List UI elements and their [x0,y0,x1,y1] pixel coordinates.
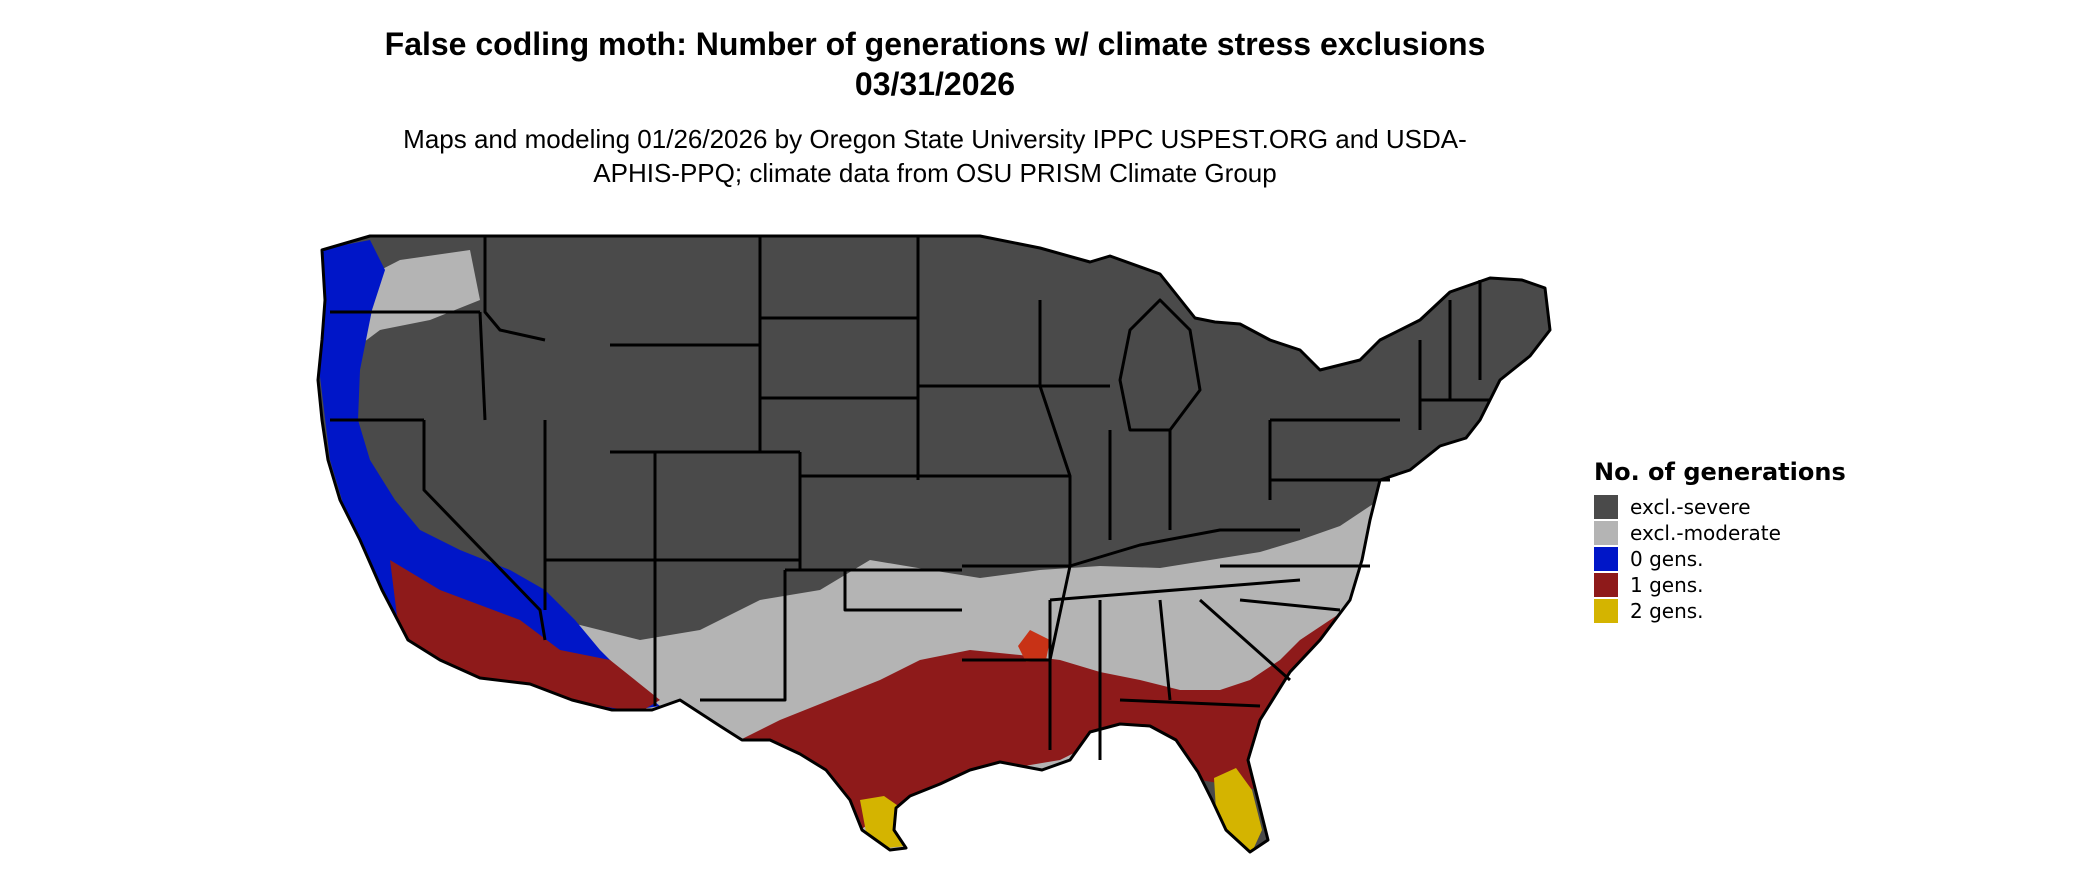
border-ok-tx [843,570,962,612]
legend-label: 1 gens. [1630,573,1704,597]
us-outline [316,234,1552,854]
legend-item: excl.-moderate [1594,520,1874,546]
border-al-ga [1158,599,1172,701]
legend-label: 0 gens. [1630,547,1704,571]
border-id-mt [483,236,546,342]
border-mi-lower [1118,298,1202,432]
legend-item: 2 gens. [1594,598,1874,624]
legend: No. of generations excl.-severe excl.-mo… [1594,458,1874,624]
legend-swatch [1594,547,1618,571]
border-id-west [478,311,487,421]
legend-swatch [1594,521,1618,545]
zone-two-gens-florida [1214,768,1262,852]
legend-item: 1 gens. [1594,572,1874,598]
border-ohio-river [1069,528,1300,568]
map-subtitle: Maps and modeling 01/26/2026 by Oregon S… [403,124,1467,188]
legend-swatch [1594,573,1618,597]
legend-label: excl.-severe [1630,495,1751,519]
legend-swatch [1594,599,1618,623]
border-ca-nv [422,420,547,641]
legend-item: excl.-severe [1594,494,1874,520]
legend-label: 2 gens. [1630,599,1704,623]
legend-title: No. of generations [1594,458,1846,486]
legend-swatch [1594,495,1618,519]
border-ga-sc [1199,598,1291,682]
border-fl-north [1119,698,1261,708]
state-borders [316,234,1552,854]
border-mississippi-river [1038,300,1072,661]
border-nm-tx [700,570,787,702]
zone-one-gens-orange [1018,630,1050,662]
zone-one-gens-gulf [740,600,1380,830]
border-tn-south [1049,578,1301,602]
map-title: False codling moth: Number of generation… [384,26,1486,102]
legend-label: excl.-moderate [1630,521,1781,545]
border-nc-sc [1239,598,1341,612]
legend-item: 0 gens. [1594,546,1874,572]
